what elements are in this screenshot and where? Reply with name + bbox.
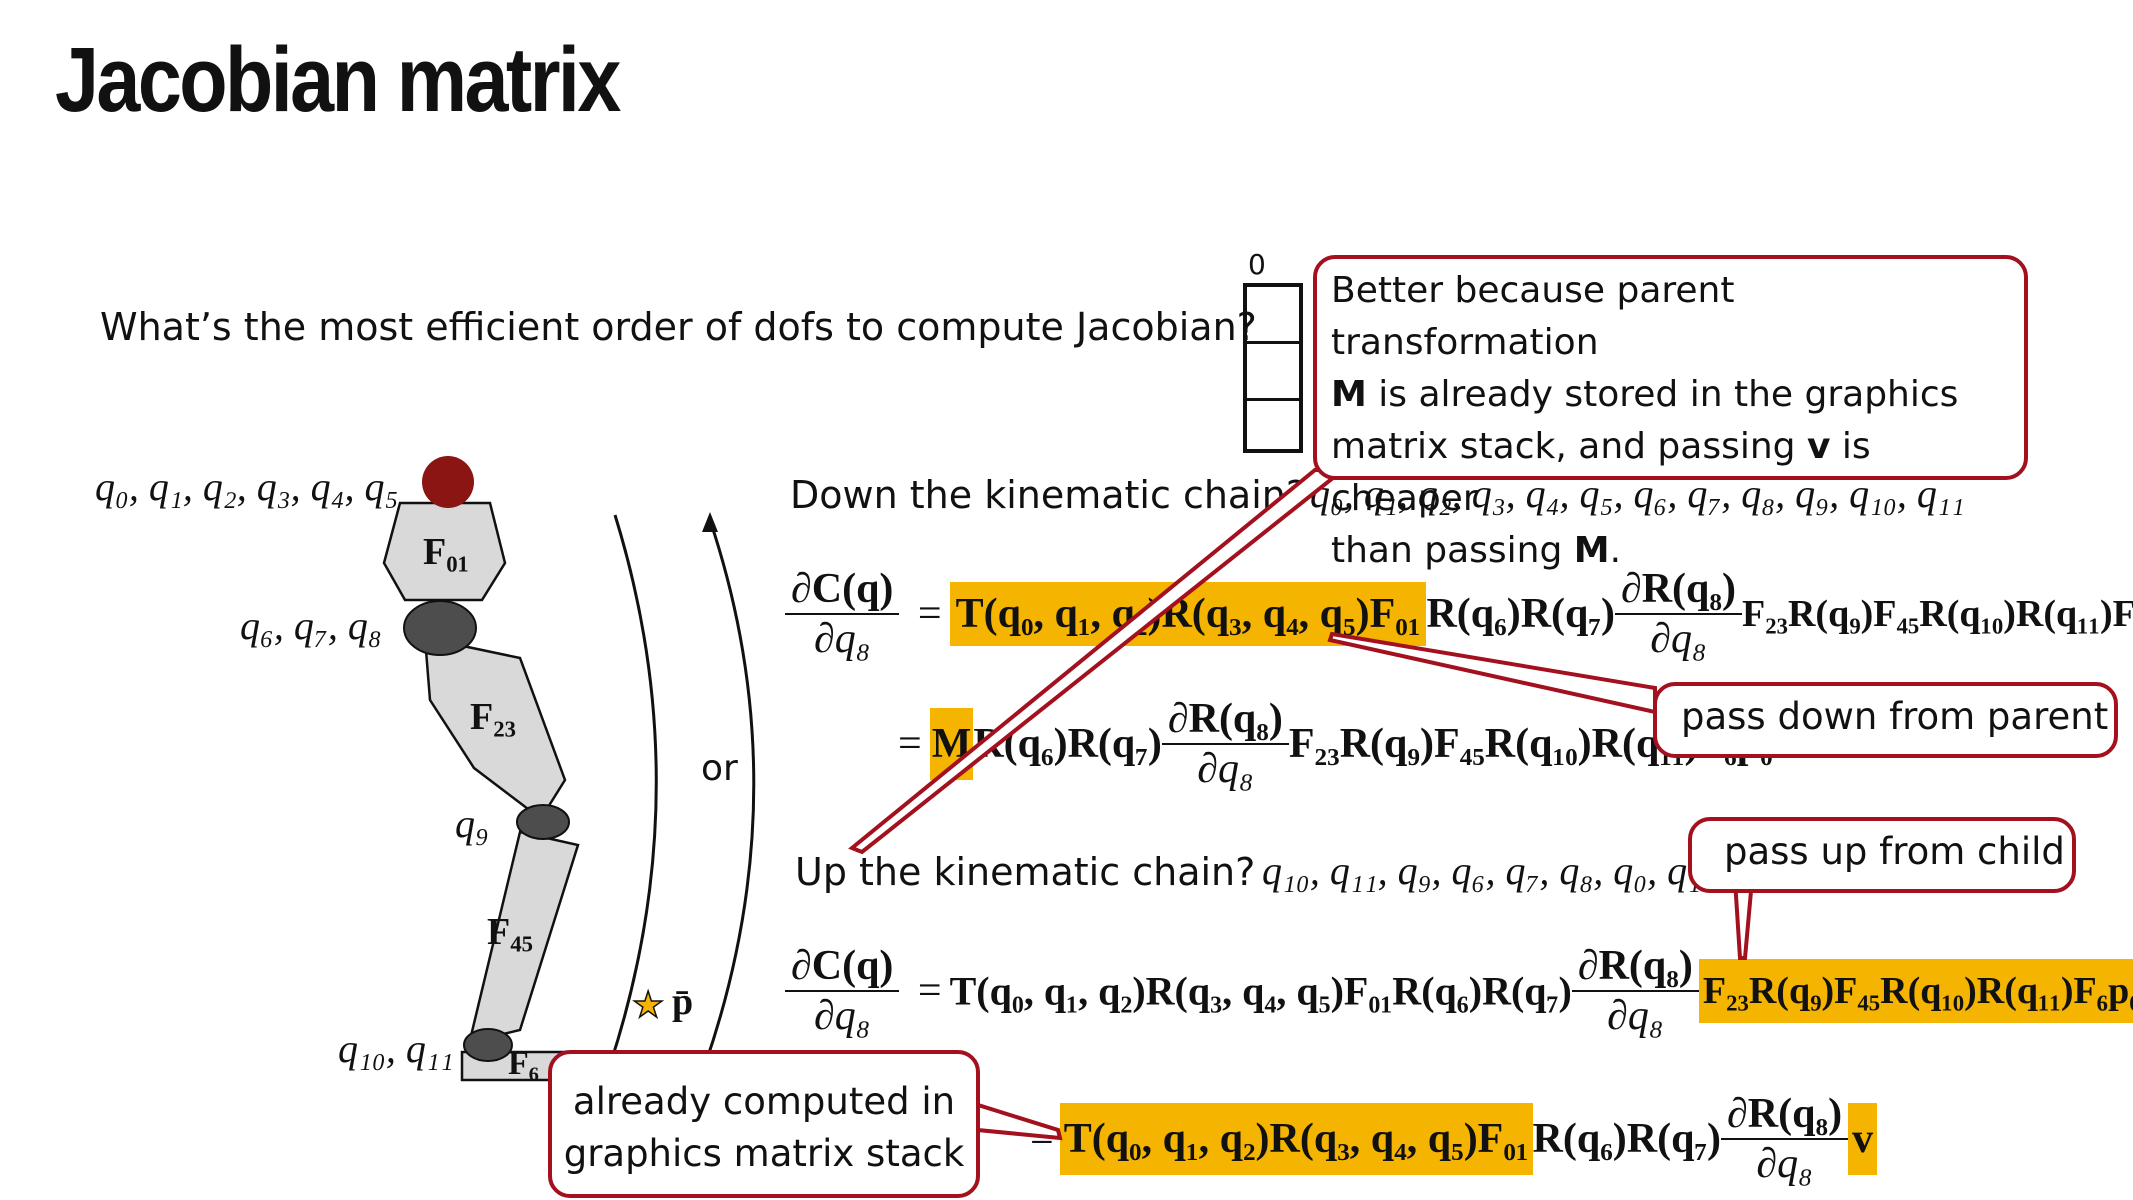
eq3-lhs-den: ∂q₈ [814, 993, 871, 1039]
better-line-3b: is cheaper [1331, 426, 1871, 519]
eq1-equals: = [917, 591, 942, 637]
up-arrow-arc [703, 519, 756, 1066]
better-callout: Better because parent transformation M i… [1313, 255, 2028, 571]
better-line-4: than passing M. [1331, 525, 2010, 577]
eq4-v-highlight: v [1848, 1103, 1878, 1175]
better-v: v [1806, 426, 1831, 467]
f6-label: F₆ [508, 1045, 539, 1082]
eq2-dR-frac: ∂R(q₈) ∂q₈ [1161, 695, 1289, 793]
q-hip-label: q₆, q₇, q₈ [240, 603, 382, 648]
q-ankle-label: q₁₀, q₁₁ [338, 1026, 454, 1071]
eq4-dR-frac: ∂R(q₈) ∂q₈ [1721, 1090, 1849, 1188]
up-order: q₁₀, q₁₁, q₉, q₆, q₇, q₈, q₀, q₁ [1262, 848, 1702, 893]
down-chain-label: Down the kinematic chain? [790, 473, 1307, 517]
eq1-dR-num: ∂R(q₈) [1614, 565, 1742, 615]
eq4-dR-num: ∂R(q₈) [1721, 1090, 1849, 1140]
or-label: or [701, 748, 738, 789]
equation-4: = T(q₀, q₁, q₂)R(q₃, q₄, q₅)F₀₁R(q₆)R(q₇)… [1030, 1090, 1878, 1188]
better-line-3a: matrix stack, and passing [1331, 426, 1807, 467]
matrix-stack [1243, 283, 1303, 453]
eq4-highlight: T(q₀, q₁, q₂)R(q₃, q₄, q₅)F₀₁ [1059, 1103, 1533, 1175]
eq1-tail: F₂₃R(q₉)F₄₅R(q₁₀)R(q₁₁)F₆p₀ [1741, 593, 2133, 635]
already-computed-callout: already computed in graphics matrix stac… [548, 1050, 980, 1198]
already-line-1: already computed in [572, 1080, 956, 1123]
question-text: What’s the most efficient order of dofs … [100, 305, 1257, 349]
eq3-lhs-num: ∂C(q) [785, 942, 900, 992]
better-m-1: M [1331, 374, 1367, 415]
stack-index: 0 [1248, 248, 1266, 281]
equation-3: ∂C(q) ∂q₈ = T(q₀, q₁, q₂)R(q₃, q₄, q₅)F₀₁… [785, 942, 2133, 1040]
eq3-highlight: F₂₃R(q₉)F₄₅R(q₁₀)R(q₁₁)F₆p₀ [1698, 959, 2133, 1023]
p-bar-label: p̄ [672, 981, 694, 1023]
f45-label: F₄₅ [487, 911, 533, 953]
better-m-2: M [1573, 530, 1610, 571]
eq4-dR-den: ∂q₈ [1756, 1141, 1813, 1187]
up-arrowhead [702, 512, 718, 532]
already-line-2: graphics matrix stack [563, 1132, 965, 1175]
better-line-1: Better because parent transformation [1331, 270, 1735, 363]
eq3-dR-frac: ∂R(q₈) ∂q₈ [1571, 942, 1699, 1040]
eq1-dR-frac: ∂R(q₈) ∂q₈ [1614, 565, 1742, 663]
eq1-lhs-num: ∂C(q) [785, 565, 900, 615]
eq3-lhs-frac: ∂C(q) ∂q₈ [785, 942, 900, 1040]
eq3-pre: T(q₀, q₁, q₂)R(q₃, q₄, q₅)F₀₁R(q₆)R(q₇) [949, 968, 1572, 1014]
f23-label: F₂₃ [470, 696, 516, 738]
star-icon: ★ [631, 984, 665, 1027]
eq2-equals: = [898, 721, 922, 767]
q-knee-label: q₉ [455, 801, 489, 846]
better-line-2: M is already stored in the graphics [1331, 369, 2010, 421]
pass-up-callout: pass up from child [1688, 817, 2076, 893]
q-root-label: q₀, q₁, q₂, q₃, q₄, q₅ [95, 464, 399, 509]
better-line-4b: . [1609, 530, 1622, 571]
eq3-dR-den: ∂q₈ [1607, 993, 1664, 1039]
eq1-mid: R(q₆)R(q₇) [1426, 591, 1615, 637]
pass-down-pointer [1327, 631, 1657, 715]
better-line-4a: than passing [1331, 530, 1574, 571]
f01-label: F₀₁ [423, 531, 469, 573]
eq2-dR-den: ∂q₈ [1197, 746, 1254, 792]
knee-joint [516, 804, 570, 840]
eq3-dR-num: ∂R(q₈) [1571, 942, 1699, 992]
eq2-dR-num: ∂R(q₈) [1161, 695, 1289, 745]
already-pointer [976, 1102, 1063, 1141]
up-chain-label: Up the kinematic chain? [795, 850, 1256, 894]
link-f01 [382, 501, 507, 602]
better-line-3: matrix stack, and passing v is cheaper [1331, 421, 2010, 525]
root-joint [422, 456, 474, 508]
eq4-mid: R(q₆)R(q₇) [1532, 1116, 1722, 1162]
better-line-2-text: is already stored in the graphics [1366, 374, 1959, 415]
eq1-lhs-den: ∂q₈ [814, 616, 871, 662]
eq3-equals: = [917, 968, 942, 1014]
ankle-joint [463, 1028, 513, 1062]
page-title: Jacobian matrix [55, 29, 621, 131]
down-arrow-arc [608, 514, 658, 1066]
better-bubble-pointer [848, 468, 1349, 855]
eq1-dR-den: ∂q₈ [1650, 616, 1707, 662]
pass-down-callout: pass down from parent [1653, 682, 2118, 758]
eq1-lhs-frac: ∂C(q) ∂q₈ [785, 565, 900, 663]
hip-joint [403, 600, 477, 656]
